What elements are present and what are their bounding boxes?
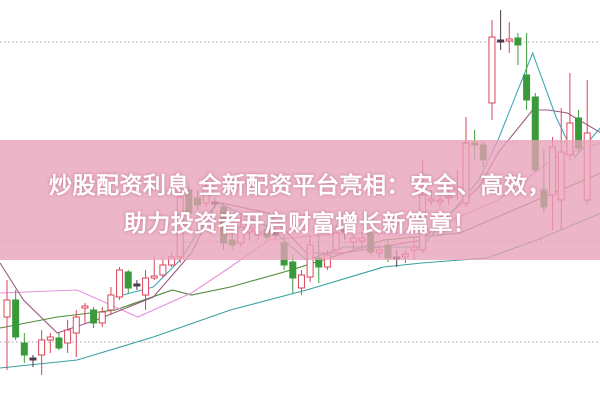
candle-body xyxy=(497,39,505,43)
candle-body xyxy=(297,274,305,289)
candle-body xyxy=(142,277,150,296)
headline-banner xyxy=(0,140,600,260)
candle-body xyxy=(55,337,63,349)
candle-body xyxy=(81,305,89,309)
candle-body xyxy=(150,275,158,279)
candle-body xyxy=(107,294,115,311)
candle-body xyxy=(29,357,37,361)
candle-body xyxy=(523,74,531,101)
candle-body xyxy=(46,336,54,341)
candle-body xyxy=(20,342,28,356)
candle-body xyxy=(3,299,11,318)
candle-body xyxy=(64,329,72,344)
headline-line-1: 炒股配资利息 全新配资平台亮相：安全、高效， xyxy=(48,173,551,199)
candle-body xyxy=(124,271,132,289)
candle-body xyxy=(12,299,20,338)
candle-body xyxy=(116,269,124,298)
candle-body xyxy=(505,38,513,42)
candle-body xyxy=(98,311,106,324)
candle-body xyxy=(133,283,141,287)
candle-body xyxy=(514,37,522,46)
headline-line-2: 助力投资者开启财富增长新篇章！ xyxy=(123,211,477,237)
candle-body xyxy=(289,261,297,279)
candle-body xyxy=(90,309,98,324)
candle-body xyxy=(72,316,80,334)
candle-body xyxy=(38,339,46,356)
candle-body xyxy=(488,36,496,104)
candle-body xyxy=(159,264,167,276)
